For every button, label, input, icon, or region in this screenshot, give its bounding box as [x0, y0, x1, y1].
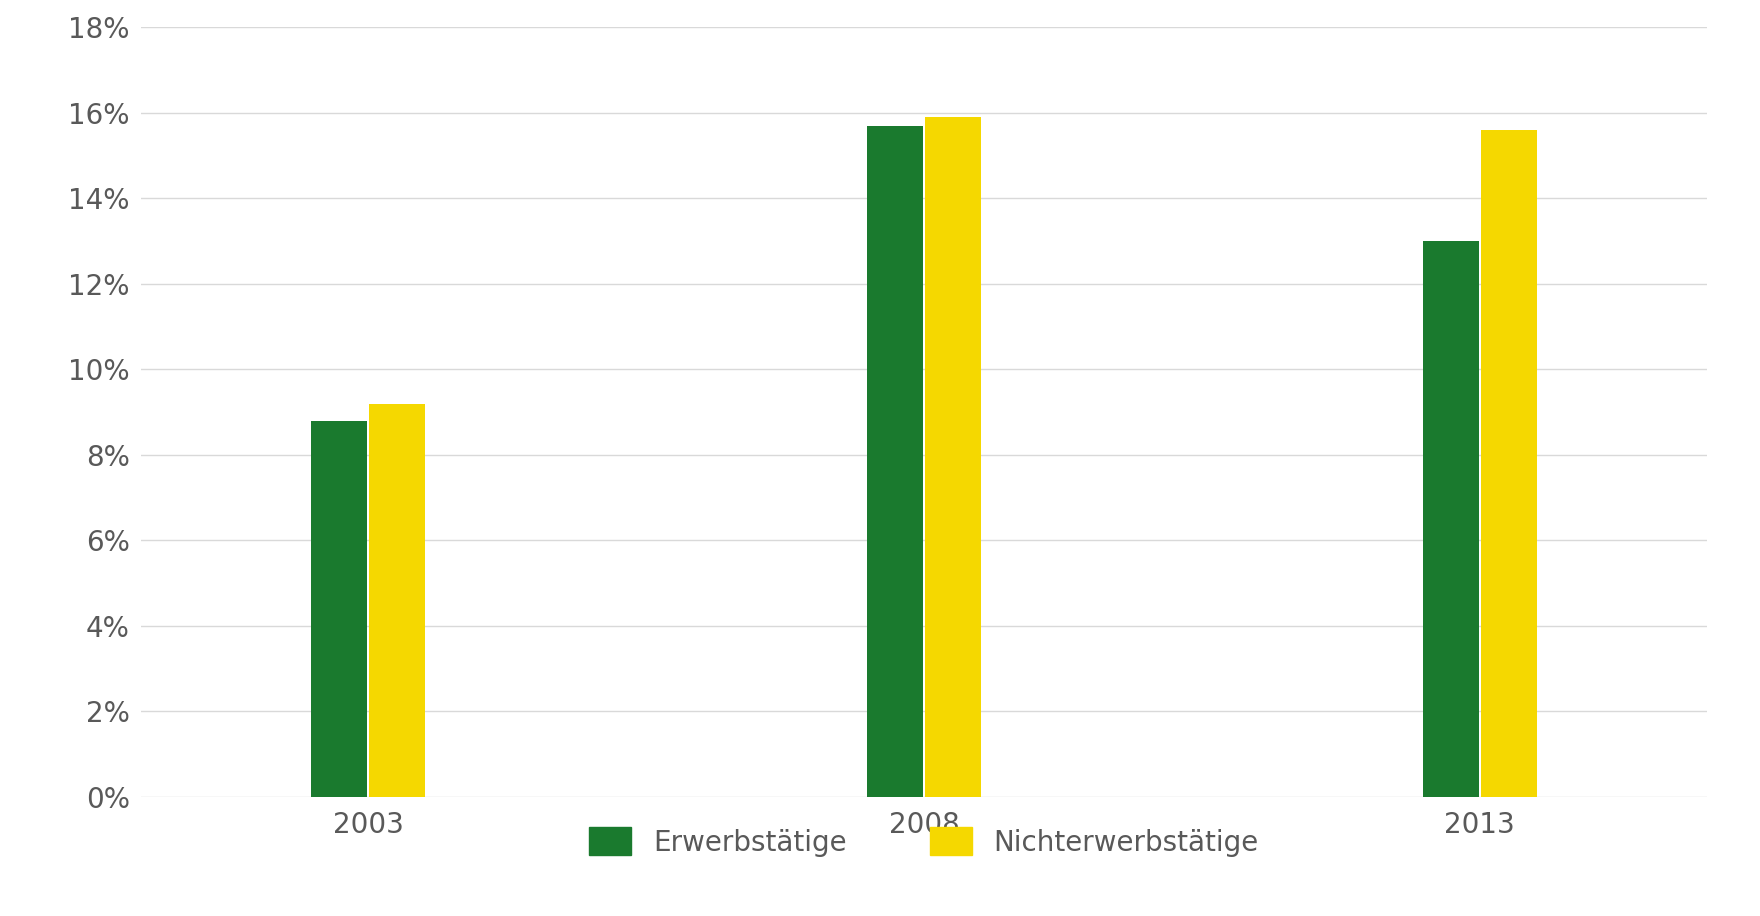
Legend: Erwerbstätige, Nichterwerbstätige: Erwerbstätige, Nichterwerbstätige [577, 816, 1271, 867]
Bar [868, 125, 922, 797]
Bar [926, 117, 980, 797]
Bar [1424, 241, 1478, 797]
Bar [370, 404, 424, 797]
Bar [1482, 130, 1536, 797]
Bar [312, 420, 366, 797]
